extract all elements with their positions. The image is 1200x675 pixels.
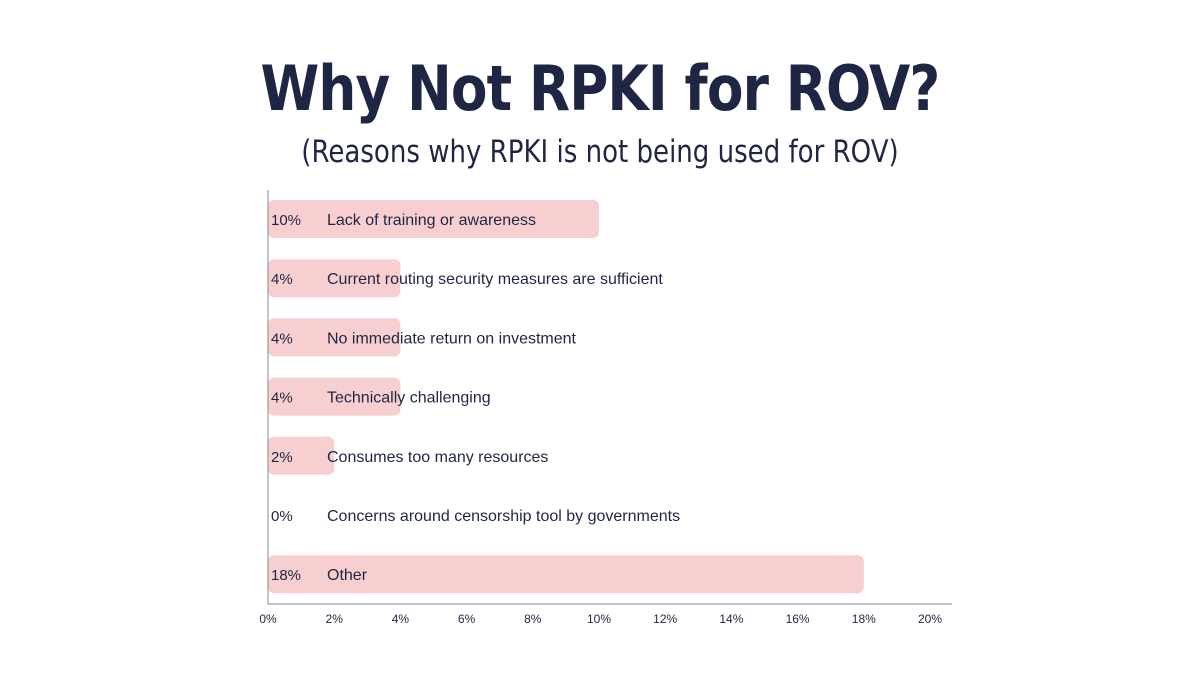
category-label: Current routing security measures are su… (327, 271, 663, 288)
chart-subtitle: (Reasons why RPKI is not being used for … (301, 134, 899, 170)
bar (268, 377, 401, 416)
category-label: Concerns around censorship tool by gover… (327, 508, 680, 525)
category-label: Other (327, 567, 368, 584)
chart-title: Why Not RPKI for ROV? (260, 52, 940, 125)
bar-value-label: 2% (271, 449, 293, 466)
x-tick-label: 14% (719, 612, 743, 626)
bar (268, 436, 335, 475)
bar-value-label: 0% (271, 508, 293, 525)
x-tick-label: 0% (259, 612, 277, 626)
bar (268, 555, 864, 594)
bar-value-label: 10% (271, 212, 301, 229)
x-tick-label: 20% (918, 612, 942, 626)
bar-value-label: 4% (271, 330, 293, 347)
bar (268, 200, 599, 238)
category-label: Lack of training or awareness (327, 212, 536, 229)
x-tick-label: 4% (392, 612, 410, 626)
bar-value-label: 4% (271, 271, 293, 288)
x-tick-label: 10% (587, 612, 611, 626)
bar-value-label: 4% (271, 390, 293, 407)
x-tick-label: 2% (326, 612, 344, 626)
x-tick-label: 6% (458, 612, 476, 626)
x-tick-label: 12% (653, 612, 677, 626)
x-tick-label: 16% (786, 612, 810, 626)
bar (268, 259, 401, 298)
x-tick-label: 8% (524, 612, 542, 626)
category-label: Technically challenging (327, 390, 491, 407)
category-label: No immediate return on investment (327, 330, 577, 347)
bar-value-label: 18% (271, 567, 301, 584)
bar (268, 318, 401, 357)
x-tick-label: 18% (852, 612, 876, 626)
category-label: Consumes too many resources (327, 449, 548, 466)
